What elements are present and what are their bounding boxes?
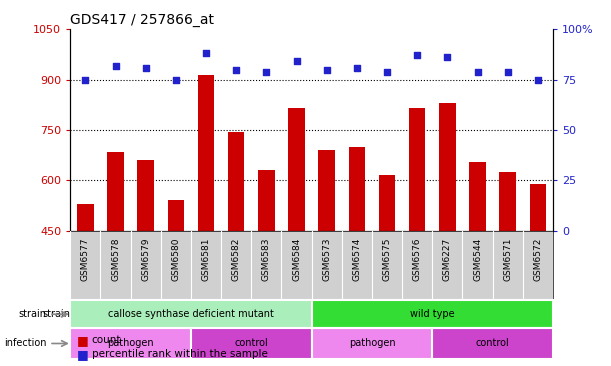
Text: GSM6582: GSM6582 [232, 238, 241, 281]
Text: GSM6571: GSM6571 [503, 238, 512, 281]
Text: GSM6572: GSM6572 [533, 238, 543, 281]
Bar [409, 108, 425, 366]
Point [442, 55, 452, 60]
Point [171, 77, 181, 83]
Text: GSM6574: GSM6574 [353, 238, 361, 281]
Text: percentile rank within the sample: percentile rank within the sample [92, 349, 268, 359]
Bar [70, 328, 191, 359]
Text: GSM6227: GSM6227 [443, 238, 452, 281]
Text: GSM6579: GSM6579 [141, 238, 150, 281]
Point [81, 77, 90, 83]
Point [322, 67, 332, 72]
Bar [439, 103, 456, 366]
Text: GSM6584: GSM6584 [292, 238, 301, 281]
Bar [191, 328, 312, 359]
Bar [318, 150, 335, 366]
Text: wild type: wild type [410, 309, 455, 319]
Bar [469, 162, 486, 366]
Bar [137, 160, 154, 366]
Bar [312, 328, 433, 359]
Bar [70, 300, 312, 328]
Point [352, 64, 362, 70]
Text: GSM6580: GSM6580 [171, 238, 180, 281]
Point [232, 67, 241, 72]
Bar [530, 184, 546, 366]
Text: GSM6544: GSM6544 [473, 238, 482, 281]
Point [382, 69, 392, 75]
Text: control: control [476, 339, 510, 348]
Text: GSM6577: GSM6577 [81, 238, 90, 281]
Text: GSM6575: GSM6575 [382, 238, 392, 281]
Text: GSM6581: GSM6581 [202, 238, 211, 281]
Bar [228, 132, 244, 366]
Text: strain: strain [42, 309, 70, 319]
Bar [77, 204, 93, 366]
Bar [433, 328, 553, 359]
Text: control: control [235, 339, 268, 348]
Point [111, 63, 120, 68]
Text: GSM6583: GSM6583 [262, 238, 271, 281]
Point [412, 52, 422, 58]
Point [141, 64, 150, 70]
Point [201, 51, 211, 56]
Point [503, 69, 513, 75]
Text: GSM6573: GSM6573 [322, 238, 331, 281]
Bar [312, 300, 553, 328]
Text: pathogen: pathogen [108, 339, 154, 348]
Bar [499, 172, 516, 366]
Bar [348, 147, 365, 366]
Bar [288, 108, 305, 366]
Text: count: count [92, 336, 121, 346]
Text: pathogen: pathogen [349, 339, 395, 348]
Point [262, 69, 271, 75]
Point [533, 77, 543, 83]
Point [291, 59, 301, 64]
Text: callose synthase deficient mutant: callose synthase deficient mutant [108, 309, 274, 319]
Text: GDS417 / 257866_at: GDS417 / 257866_at [70, 13, 214, 27]
Text: ■: ■ [76, 348, 88, 361]
Bar [107, 152, 124, 366]
Point [473, 69, 483, 75]
Bar [167, 201, 184, 366]
Text: GSM6578: GSM6578 [111, 238, 120, 281]
Bar [198, 75, 214, 366]
Bar [379, 175, 395, 366]
Text: GSM6576: GSM6576 [412, 238, 422, 281]
Text: ■: ■ [76, 334, 88, 347]
Text: strain: strain [18, 309, 46, 319]
Bar [258, 170, 275, 366]
Text: infection: infection [4, 339, 46, 348]
